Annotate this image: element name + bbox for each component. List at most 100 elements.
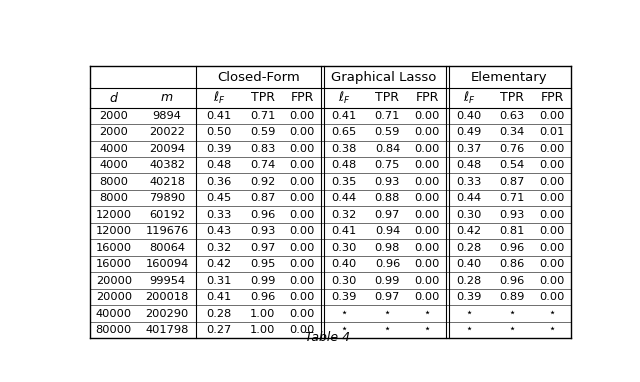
Text: ⋆: ⋆: [465, 309, 472, 319]
Text: TPR: TPR: [250, 91, 275, 104]
Text: 0.41: 0.41: [332, 226, 356, 236]
Text: 0.37: 0.37: [456, 144, 481, 154]
Text: 0.59: 0.59: [250, 127, 275, 137]
Text: 0.30: 0.30: [332, 243, 356, 253]
Text: 0.00: 0.00: [540, 160, 564, 170]
Text: 0.39: 0.39: [332, 292, 356, 302]
Text: 0.48: 0.48: [207, 160, 232, 170]
Text: 0.71: 0.71: [500, 193, 525, 203]
Text: 0.30: 0.30: [332, 275, 356, 286]
Text: ⋆: ⋆: [424, 325, 431, 335]
Text: 0.50: 0.50: [206, 127, 232, 137]
Text: 0.33: 0.33: [206, 210, 232, 220]
Text: 0.71: 0.71: [374, 111, 400, 121]
Text: 0.96: 0.96: [250, 292, 275, 302]
Text: 12000: 12000: [96, 226, 132, 236]
Text: 0.00: 0.00: [540, 144, 564, 154]
Text: ⋆: ⋆: [340, 325, 348, 335]
Text: 0.59: 0.59: [374, 127, 400, 137]
Text: 2000: 2000: [99, 127, 128, 137]
Text: Table 4: Table 4: [305, 331, 351, 344]
Text: 12000: 12000: [96, 210, 132, 220]
Text: 80064: 80064: [149, 243, 185, 253]
Text: 0.45: 0.45: [207, 193, 232, 203]
Text: $\ell_F$: $\ell_F$: [213, 89, 225, 106]
Text: 0.44: 0.44: [456, 193, 481, 203]
Text: 0.28: 0.28: [456, 275, 481, 286]
Text: $\ell_F$: $\ell_F$: [338, 89, 350, 106]
Text: 40000: 40000: [96, 309, 132, 319]
Text: 401798: 401798: [145, 325, 189, 335]
Text: 0.54: 0.54: [500, 160, 525, 170]
Text: 0.99: 0.99: [250, 275, 275, 286]
Text: 160094: 160094: [145, 259, 189, 269]
Text: 0.76: 0.76: [500, 144, 525, 154]
Text: 0.35: 0.35: [332, 177, 356, 187]
Text: 0.41: 0.41: [207, 111, 232, 121]
Text: 0.27: 0.27: [207, 325, 232, 335]
Text: 0.71: 0.71: [250, 111, 275, 121]
Text: 0.31: 0.31: [206, 275, 232, 286]
Text: $m$: $m$: [161, 91, 173, 104]
Text: 16000: 16000: [96, 243, 132, 253]
Text: 0.00: 0.00: [540, 243, 564, 253]
Text: 0.30: 0.30: [456, 210, 481, 220]
Text: 80000: 80000: [95, 325, 132, 335]
Text: $d$: $d$: [109, 91, 119, 105]
Text: 0.95: 0.95: [250, 259, 275, 269]
Text: 0.84: 0.84: [375, 144, 400, 154]
Text: 0.00: 0.00: [540, 193, 564, 203]
Text: 0.00: 0.00: [540, 111, 564, 121]
Text: 0.42: 0.42: [207, 259, 232, 269]
Text: ⋆: ⋆: [509, 309, 516, 319]
Text: 0.74: 0.74: [250, 160, 275, 170]
Text: 0.00: 0.00: [540, 210, 564, 220]
Text: 0.38: 0.38: [332, 144, 356, 154]
Text: 16000: 16000: [96, 259, 132, 269]
Text: 0.48: 0.48: [332, 160, 356, 170]
Text: 0.00: 0.00: [290, 127, 315, 137]
Text: Graphical Lasso: Graphical Lasso: [331, 71, 436, 84]
Text: 0.00: 0.00: [415, 292, 440, 302]
Text: 4000: 4000: [99, 144, 128, 154]
Text: 0.41: 0.41: [207, 292, 232, 302]
Text: 0.40: 0.40: [456, 259, 481, 269]
Text: ⋆: ⋆: [465, 325, 472, 335]
Text: 0.32: 0.32: [332, 210, 356, 220]
Text: 0.00: 0.00: [415, 127, 440, 137]
Text: 0.49: 0.49: [456, 127, 481, 137]
Text: 0.00: 0.00: [290, 226, 315, 236]
Text: 0.65: 0.65: [332, 127, 356, 137]
Text: 0.00: 0.00: [290, 259, 315, 269]
Text: 0.00: 0.00: [540, 292, 564, 302]
Text: 0.40: 0.40: [456, 111, 481, 121]
Text: 0.96: 0.96: [375, 259, 400, 269]
Text: 0.00: 0.00: [540, 177, 564, 187]
Text: FPR: FPR: [415, 91, 439, 104]
Text: 0.86: 0.86: [500, 259, 525, 269]
Text: 200290: 200290: [145, 309, 189, 319]
Text: 0.00: 0.00: [415, 275, 440, 286]
Text: 0.00: 0.00: [415, 111, 440, 121]
Text: ⋆: ⋆: [548, 309, 556, 319]
Text: 0.89: 0.89: [500, 292, 525, 302]
Text: 40382: 40382: [149, 160, 185, 170]
Text: TPR: TPR: [500, 91, 524, 104]
Text: ⋆: ⋆: [509, 325, 516, 335]
Text: 0.00: 0.00: [290, 292, 315, 302]
Text: ⋆: ⋆: [340, 309, 348, 319]
Text: Elementary: Elementary: [470, 71, 547, 84]
Text: 0.34: 0.34: [500, 127, 525, 137]
Text: 0.00: 0.00: [290, 177, 315, 187]
Text: 0.87: 0.87: [500, 177, 525, 187]
Text: 0.94: 0.94: [375, 226, 400, 236]
Text: 0.00: 0.00: [290, 193, 315, 203]
Text: 79890: 79890: [149, 193, 185, 203]
Text: 0.93: 0.93: [374, 177, 400, 187]
Text: 0.00: 0.00: [290, 325, 315, 335]
Text: 0.44: 0.44: [332, 193, 356, 203]
Text: 200018: 200018: [145, 292, 189, 302]
Text: 0.98: 0.98: [374, 243, 400, 253]
Text: 0.00: 0.00: [415, 210, 440, 220]
Text: 0.00: 0.00: [415, 226, 440, 236]
